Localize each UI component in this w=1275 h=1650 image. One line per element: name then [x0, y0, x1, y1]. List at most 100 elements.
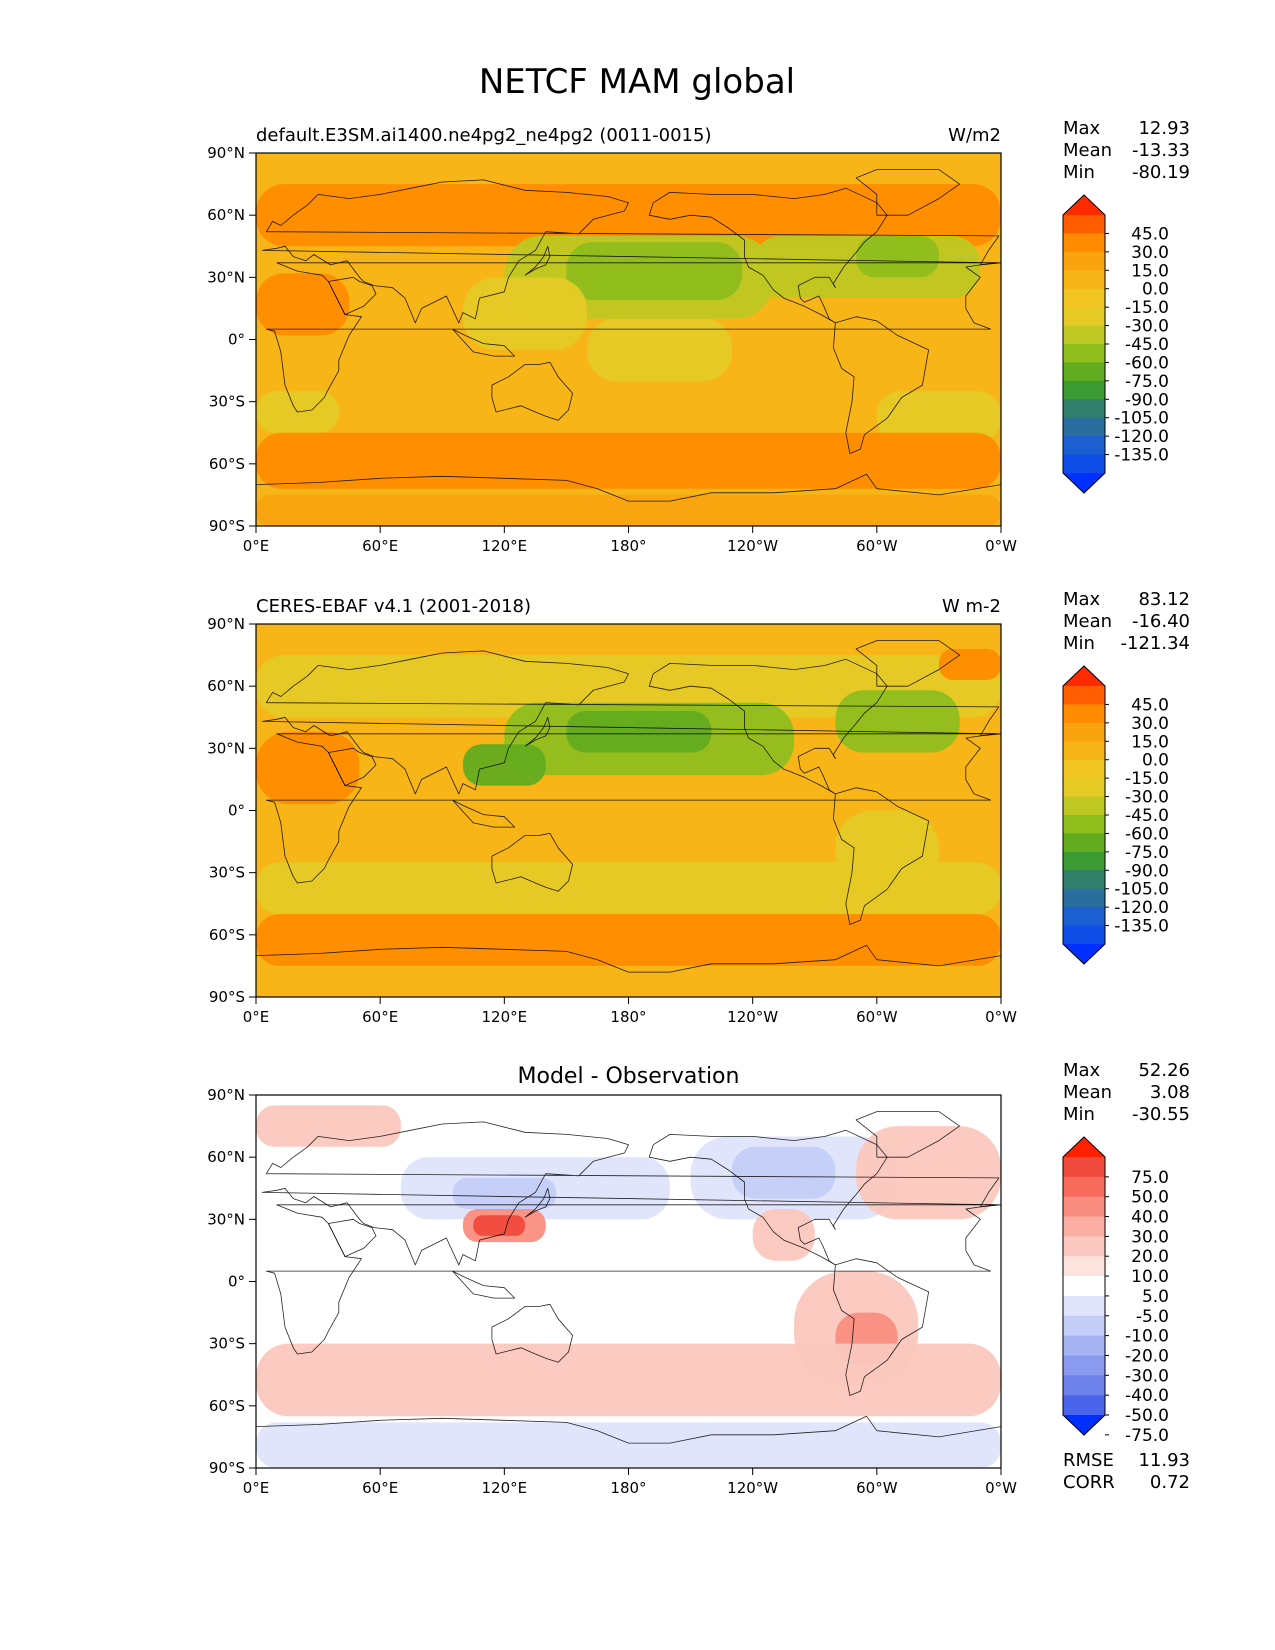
coastline	[833, 787, 929, 925]
model-units: W/m2	[948, 125, 1001, 146]
lon-tick-label: 60°E	[362, 1008, 398, 1026]
coastline	[452, 1270, 516, 1299]
model-contour-region	[587, 318, 732, 381]
lat-tick-label: 90°N	[207, 144, 245, 162]
colorbar-tick-label: 0.0	[1142, 751, 1169, 771]
diff-stat-max-value: 52.26	[1138, 1060, 1190, 1081]
coastline	[261, 179, 1000, 324]
colorbar-segment	[1063, 1375, 1105, 1396]
lon-tick-label: 60°E	[362, 537, 398, 555]
obs-panel: CERES-EBAF v4.1 (2001-2018) W m-2 90°N 60°N…	[207, 589, 1190, 1026]
diff-contour-region	[256, 1343, 1001, 1417]
diff-stat-mean-value: 3.08	[1150, 1082, 1190, 1103]
colorbar-segment	[1063, 251, 1105, 271]
colorbar-extend-max	[1063, 1137, 1105, 1157]
model-left-title: default.E3SM.ai1400.ne4pg2_ne4pg2 (0011-…	[256, 125, 711, 146]
diff-stat-max-label: Max	[1063, 1060, 1101, 1081]
obs-units: W m-2	[942, 596, 1001, 617]
lat-tick-label: 0°	[228, 1273, 245, 1291]
colorbar-segment	[1063, 1176, 1105, 1198]
diff-stat-corr-label: CORR	[1063, 1472, 1115, 1493]
colorbar-tick-label: 5.0	[1142, 1287, 1169, 1307]
coastline	[833, 1258, 929, 1396]
colorbar-extend-min	[1063, 944, 1105, 964]
colorbar-tick-label: 20.0	[1131, 1247, 1169, 1267]
colorbar-segment	[1063, 815, 1105, 834]
lat-tick-label: 30°N	[207, 268, 245, 286]
lat-tick-label: 60°S	[209, 926, 245, 944]
lon-tick-label: 120°W	[727, 1008, 778, 1026]
lat-tick-label: 60°N	[207, 1148, 245, 1166]
obs-contour-region	[462, 744, 546, 786]
diff-stat-min-value: -30.55	[1132, 1104, 1190, 1125]
model-stat-mean-value: -13.33	[1132, 140, 1190, 161]
colorbar-tick-label: 40.0	[1131, 1208, 1169, 1228]
obs-colorbar: 45.030.015.00.0-15.0-30.0-45.0-60.0-75.0…	[1062, 665, 1169, 965]
lon-tick-label: 180°	[610, 1479, 646, 1497]
lat-tick-label: 90°N	[207, 615, 245, 633]
model-colorbar: 45.030.015.00.0-15.0-30.0-45.0-60.0-75.0…	[1062, 194, 1169, 494]
diff-stat-rmse-label: RMSE	[1063, 1450, 1114, 1471]
colorbar-tick-label: 0.0	[1142, 280, 1169, 300]
lon-tick-label: 120°E	[482, 537, 528, 555]
lat-tick-label: 0°	[228, 802, 245, 820]
colorbar-extend-min	[1063, 473, 1105, 493]
coastline	[328, 276, 377, 315]
obs-stat-mean-label: Mean	[1063, 611, 1112, 632]
lon-tick-label: 0°W	[985, 537, 1017, 555]
colorbar-segment	[1063, 907, 1105, 927]
colorbar-segment	[1063, 233, 1105, 253]
obs-contour-region	[566, 711, 712, 753]
lat-tick-label: 60°N	[207, 206, 245, 224]
colorbar-tick-label: -20.0	[1125, 1346, 1169, 1366]
colorbar-tick-label: -105.0	[1114, 409, 1169, 429]
colorbar-tick-label: -45.0	[1125, 335, 1169, 355]
colorbar-tick-label: 10.0	[1131, 1267, 1169, 1287]
lon-tick-label: 120°E	[482, 1479, 528, 1497]
lon-tick-label: 0°W	[985, 1008, 1017, 1026]
obs-stat-min-value: -121.34	[1121, 633, 1190, 654]
colorbar-extend-max	[1063, 666, 1105, 686]
diff-contour-region	[256, 1105, 401, 1147]
lat-tick-label: 30°S	[209, 393, 245, 411]
diff-panel: Model - Observation 90°N 60°N 30°N 0° 30°S 60°…	[207, 1060, 1190, 1497]
lat-tick-label: 90°S	[209, 1459, 245, 1477]
diff-map-field	[256, 1095, 1001, 1468]
diff-stat-mean-label: Mean	[1063, 1082, 1112, 1103]
lat-tick-label: 90°S	[209, 517, 245, 535]
colorbar-segment	[1063, 1395, 1105, 1416]
colorbar-segment	[1063, 796, 1105, 816]
colorbar-segment	[1063, 380, 1105, 400]
figure-title: NETCF MAM global	[479, 62, 795, 102]
colorbar-segment	[1063, 288, 1105, 308]
colorbar-tick-label: -30.0	[1125, 788, 1169, 808]
colorbar-extend-min	[1063, 1415, 1105, 1435]
coastline	[491, 832, 573, 892]
lat-tick-label: 60°S	[209, 1397, 245, 1415]
colorbar-segment	[1063, 870, 1105, 890]
lat-tick-label: 60°S	[209, 455, 245, 473]
model-stat-mean-label: Mean	[1063, 140, 1112, 161]
lon-tick-label: 120°E	[482, 1008, 528, 1026]
lon-tick-label: 60°W	[856, 537, 898, 555]
lon-tick-label: 180°	[610, 537, 646, 555]
diff-stat-rmse-value: 11.93	[1138, 1450, 1190, 1471]
model-contour-region	[256, 494, 1001, 526]
diff-contour-region	[473, 1215, 526, 1236]
colorbar-tick-label: -30.0	[1125, 1366, 1169, 1386]
colorbar-segment	[1063, 778, 1105, 798]
model-contour-region	[566, 242, 743, 301]
colorbar-segment	[1063, 1335, 1105, 1356]
colorbar-tick-label: -135.0	[1114, 917, 1169, 937]
model-stat-min-value: -80.19	[1132, 162, 1190, 183]
model-map-field	[256, 153, 1001, 526]
coastline	[648, 187, 888, 324]
colorbar-segment	[1063, 833, 1105, 853]
colorbar-tick-label: 75.0	[1131, 1168, 1169, 1188]
colorbar-segment	[1063, 307, 1105, 327]
lat-tick-label: 30°N	[207, 739, 245, 757]
model-panel: default.E3SM.ai1400.ne4pg2_ne4pg2 (0011-…	[207, 118, 1190, 555]
colorbar-segment	[1063, 270, 1105, 290]
colorbar-tick-label: -15.0	[1125, 769, 1169, 789]
